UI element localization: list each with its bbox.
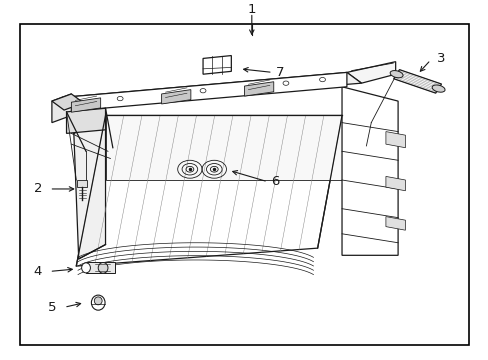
Polygon shape (346, 62, 395, 83)
Polygon shape (203, 55, 231, 74)
Ellipse shape (431, 85, 444, 92)
Polygon shape (105, 116, 341, 180)
Text: 7: 7 (276, 66, 284, 79)
Polygon shape (244, 82, 273, 96)
Ellipse shape (81, 263, 90, 273)
Text: 1: 1 (247, 3, 256, 16)
Ellipse shape (91, 295, 105, 310)
Polygon shape (52, 94, 71, 123)
Polygon shape (385, 217, 405, 230)
Ellipse shape (389, 71, 402, 78)
Text: 2: 2 (34, 183, 42, 195)
Polygon shape (66, 108, 105, 134)
Polygon shape (61, 72, 361, 107)
Polygon shape (341, 87, 397, 255)
Text: 6: 6 (271, 175, 279, 188)
Polygon shape (61, 72, 346, 112)
Ellipse shape (98, 262, 108, 273)
Bar (20, 24, 468, 345)
Polygon shape (76, 116, 341, 266)
Text: 4: 4 (34, 265, 42, 278)
Polygon shape (385, 132, 405, 148)
Text: 5: 5 (48, 301, 57, 314)
Polygon shape (385, 176, 405, 191)
Polygon shape (77, 180, 87, 187)
Text: 3: 3 (436, 51, 445, 64)
Polygon shape (71, 98, 101, 112)
Ellipse shape (94, 297, 102, 305)
Polygon shape (74, 116, 105, 259)
Polygon shape (52, 94, 83, 110)
Polygon shape (161, 90, 190, 104)
Bar (86, 262, 115, 273)
